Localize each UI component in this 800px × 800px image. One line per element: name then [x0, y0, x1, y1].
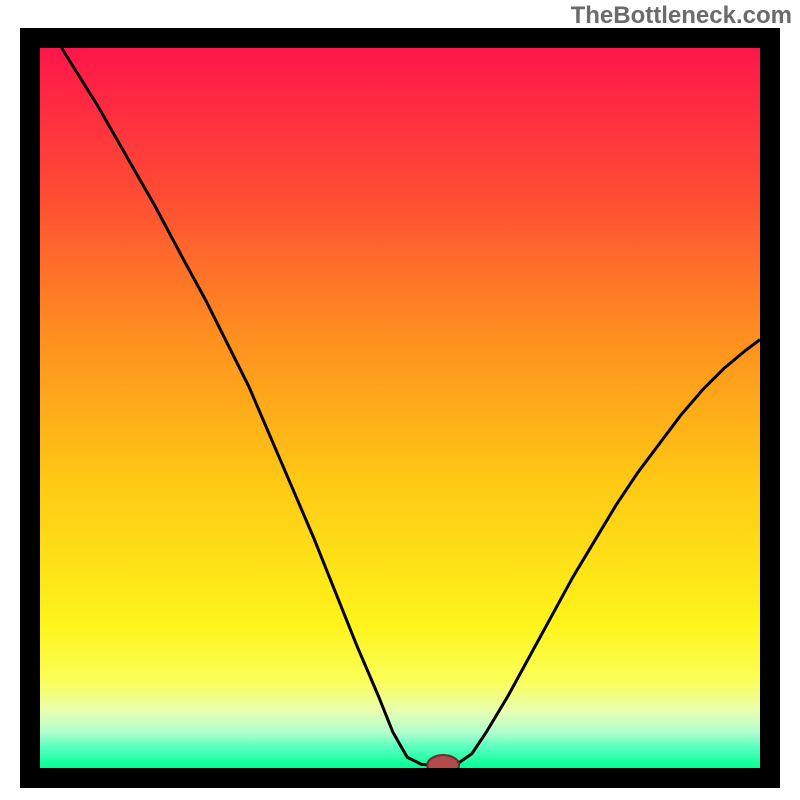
bottleneck-curve	[40, 48, 760, 768]
chart-container: TheBottleneck.com	[0, 0, 800, 800]
plot-frame	[20, 28, 780, 788]
watermark-text: TheBottleneck.com	[571, 2, 792, 30]
optimum-marker	[427, 755, 459, 768]
